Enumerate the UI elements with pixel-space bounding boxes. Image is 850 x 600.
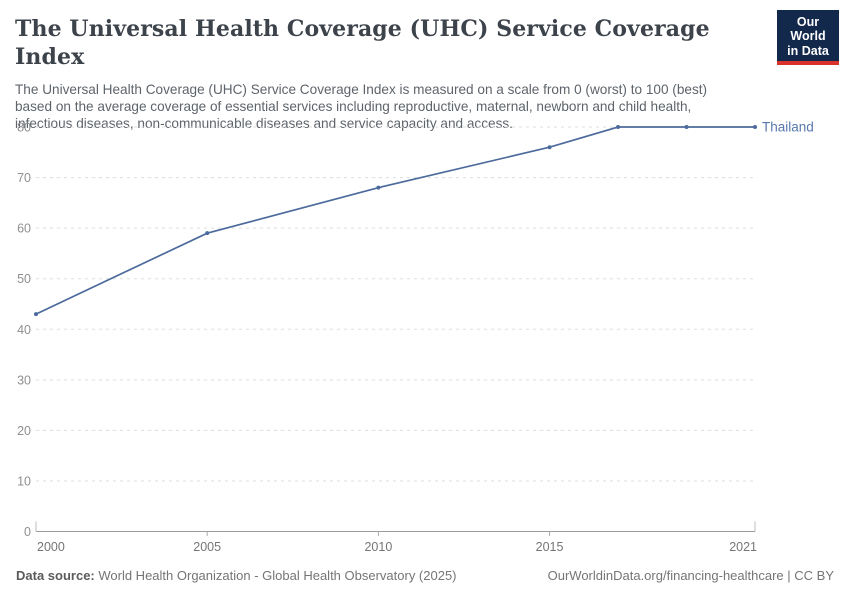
- data-point-2021[interactable]: [753, 125, 757, 129]
- footer-credit-link[interactable]: OurWorldinData.org/financing-healthcare …: [547, 568, 834, 583]
- data-source-text: World Health Organization - Global Healt…: [94, 568, 457, 583]
- y-tick-label-20: 20: [17, 424, 31, 438]
- chart-footer: Data source: World Health Organization -…: [16, 568, 834, 583]
- chart-header: The Universal Health Coverage (UHC) Serv…: [15, 15, 770, 132]
- y-tick-label-30: 30: [17, 373, 31, 387]
- x-tick-label-2021: 2021: [729, 540, 757, 554]
- x-tick-label-2000: 2000: [37, 540, 65, 554]
- data-source: Data source: World Health Organization -…: [16, 568, 457, 583]
- chart-canvas: 0 10 20 30 40 50 60 70 80 2000 2005 2010 2015 2021 Tha…: [17, 120, 814, 555]
- x-tick-label-2015: 2015: [536, 540, 564, 554]
- chart-title: The Universal Health Coverage (UHC) Serv…: [15, 16, 710, 70]
- y-tick-label-10: 10: [17, 474, 31, 488]
- y-tick-label-80: 80: [17, 121, 31, 135]
- entity-label-thailand[interactable]: Thailand: [762, 120, 814, 135]
- owid-logo-line1: Our World: [790, 15, 826, 44]
- data-point-2019[interactable]: [684, 125, 689, 129]
- y-tick-label-70: 70: [17, 171, 31, 185]
- data-point-2005[interactable]: [205, 231, 210, 236]
- y-tick-label-0: 0: [24, 525, 31, 539]
- owid-logo[interactable]: Our World in Data: [777, 10, 839, 66]
- data-point-2017[interactable]: [616, 125, 621, 129]
- x-tick-label-2005: 2005: [193, 540, 221, 554]
- data-point-2010[interactable]: [376, 185, 381, 190]
- thailand-line-series[interactable]: [35, 126, 755, 315]
- data-point-2015[interactable]: [547, 145, 552, 150]
- data-source-label: Data source:: [16, 568, 95, 583]
- data-point-2000[interactable]: [34, 312, 38, 317]
- line-chart: 0 10 20 30 40 50 60 70 80 2000 2005 2010 2015 2021 Tha…: [0, 105, 850, 565]
- x-tick-label-2010: 2010: [364, 540, 392, 554]
- y-tick-label-40: 40: [17, 323, 31, 337]
- owid-logo-line2: in Data: [787, 43, 829, 58]
- y-tick-label-60: 60: [17, 222, 31, 236]
- y-tick-label-50: 50: [17, 272, 31, 286]
